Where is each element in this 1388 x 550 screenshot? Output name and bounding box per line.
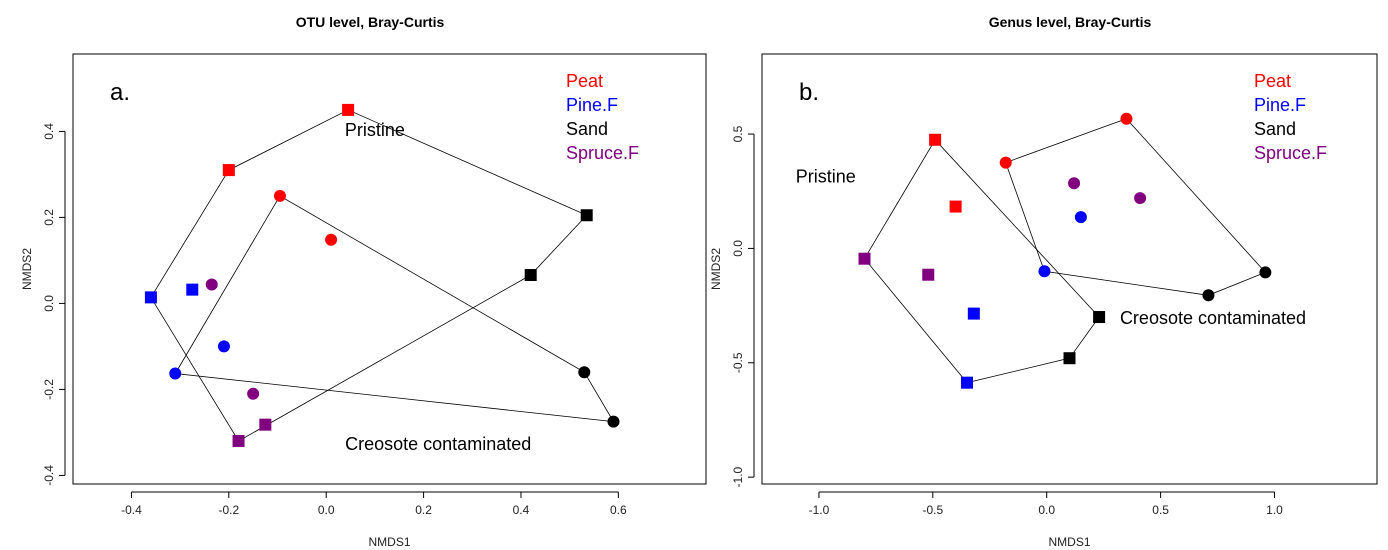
panel-b-point-pinef-circle xyxy=(1038,265,1051,278)
panel-a-plot-frame xyxy=(72,53,707,485)
panel-b-point-sprucef-square xyxy=(858,252,871,265)
panel-a-x-tick-label: 0.4 xyxy=(513,503,530,517)
panel-a-point-peat-circle xyxy=(325,233,338,246)
panel-b-hull-2 xyxy=(1005,118,1267,296)
panel-b-x-tick-label: 0.5 xyxy=(1152,503,1169,517)
panel-b-title: Genus level, Bray-Curtis xyxy=(989,14,1152,30)
panel-a-title: OTU level, Bray-Curtis xyxy=(296,14,445,30)
panel-a-y-axis-label: NMDS2 xyxy=(20,248,34,290)
panel-b-x-axis-label: NMDS1 xyxy=(1048,535,1090,549)
panel-b-point-peat-circle xyxy=(1120,112,1133,125)
panel-b-point-peat-circle xyxy=(999,156,1012,169)
panel-a-point-pinef-circle xyxy=(169,367,182,380)
panel-b-label: b. xyxy=(799,79,819,106)
panel-a-y-tick-label: 0.2 xyxy=(42,209,56,226)
panel-a-annotation: Creosote contaminated xyxy=(345,434,531,454)
panel-a-x-tick-label: -0.4 xyxy=(121,503,142,517)
panel-a-x-tick-label: -0.2 xyxy=(218,503,239,517)
panel-a-point-sprucef-circle xyxy=(205,278,218,291)
panel-b-legend-sprucef: Spruce.F xyxy=(1254,143,1327,163)
panel-b-point-sand-circle xyxy=(1259,266,1272,279)
panel-a-point-sprucef-circle xyxy=(247,387,260,400)
panel-b-point-sand-square xyxy=(1063,352,1076,365)
panel-b-point-pinef-square xyxy=(961,376,973,389)
panel-b-point-pinef-circle xyxy=(1074,211,1087,224)
panel-b-annotation: Pristine xyxy=(796,166,856,186)
panel-a-point-sand-square xyxy=(524,269,537,282)
panel-a-y-tick-label: -0.2 xyxy=(42,379,56,400)
panel-a-y-tick-label: -0.4 xyxy=(42,465,56,486)
panel-b-annotation: Creosote contaminated xyxy=(1120,308,1306,328)
panel-b-y-tick-label: 0.5 xyxy=(731,125,745,142)
panel-a-legend-sprucef: Spruce.F xyxy=(566,143,639,163)
panel-a-label: a. xyxy=(110,79,130,106)
panel-a-point-sprucef-square xyxy=(259,418,272,431)
panel-b-y-tick-label: -1.0 xyxy=(731,466,745,487)
panel-b-legend-pinef: Pine.F xyxy=(1254,95,1306,115)
panel-a-point-sand-circle xyxy=(578,366,591,379)
panel-a-point-peat-circle xyxy=(273,189,286,202)
panel-a-x-tick-label: 0.0 xyxy=(318,503,335,517)
panel-b-point-sprucef-circle xyxy=(1068,177,1081,190)
panel-a-point-sand-square xyxy=(580,209,593,222)
panel-b-legend-peat: Peat xyxy=(1254,71,1291,91)
panel-b-x-tick-label: -0.5 xyxy=(922,503,943,517)
panel-b-point-sand-square xyxy=(1093,311,1106,324)
panel-b-hull-1 xyxy=(864,139,1100,384)
panel-a-legend-sand: Sand xyxy=(566,119,608,139)
panel-b-point-peat-square xyxy=(929,133,942,146)
panel-a-x-tick-label: 0.6 xyxy=(610,503,627,517)
panel-a-annotation: Pristine xyxy=(345,120,405,140)
panel-b-point-peat-square xyxy=(949,200,962,213)
panel-b-x-tick-label: -1.0 xyxy=(809,503,830,517)
panel-a-point-sprucef-square xyxy=(232,435,245,447)
panel-b-point-sand-circle xyxy=(1202,289,1215,302)
panel-a-point-pinef-square xyxy=(186,283,199,296)
panel-b-point-sprucef-square xyxy=(922,268,935,281)
panel-a-point-pinef-circle xyxy=(217,340,230,353)
panel-b-y-axis-label: NMDS2 xyxy=(709,248,723,290)
panel-a-x-tick-label: 0.2 xyxy=(415,503,432,517)
panel-a-point-peat-square xyxy=(222,164,235,177)
panel-b-plot-frame xyxy=(761,53,1378,485)
panel-b-y-tick-label: -0.5 xyxy=(731,352,745,373)
panel-b-legend-sand: Sand xyxy=(1254,119,1296,139)
panel-a-hull-2 xyxy=(174,195,615,423)
panel-a-point-peat-square xyxy=(342,103,355,116)
panel-b-x-tick-label: 0.0 xyxy=(1038,503,1055,517)
panel-a-hull-1 xyxy=(150,109,588,442)
panel-a-point-sand-circle xyxy=(607,415,620,428)
panel-a-legend-peat: Peat xyxy=(566,71,603,91)
panel-b-y-tick-label: 0.0 xyxy=(731,240,745,257)
panel-a-y-tick-label: 0.0 xyxy=(42,295,56,312)
panel-a-point-pinef-square xyxy=(144,291,157,304)
panel-a-legend-pinef: Pine.F xyxy=(566,95,618,115)
panel-b-point-pinef-square xyxy=(967,307,980,320)
panel-b-point-sprucef-circle xyxy=(1134,192,1147,205)
panel-a-x-axis-label: NMDS1 xyxy=(368,535,410,549)
panel-b-x-tick-label: 1.0 xyxy=(1266,503,1283,517)
panel-a-y-tick-label: 0.4 xyxy=(42,123,56,140)
